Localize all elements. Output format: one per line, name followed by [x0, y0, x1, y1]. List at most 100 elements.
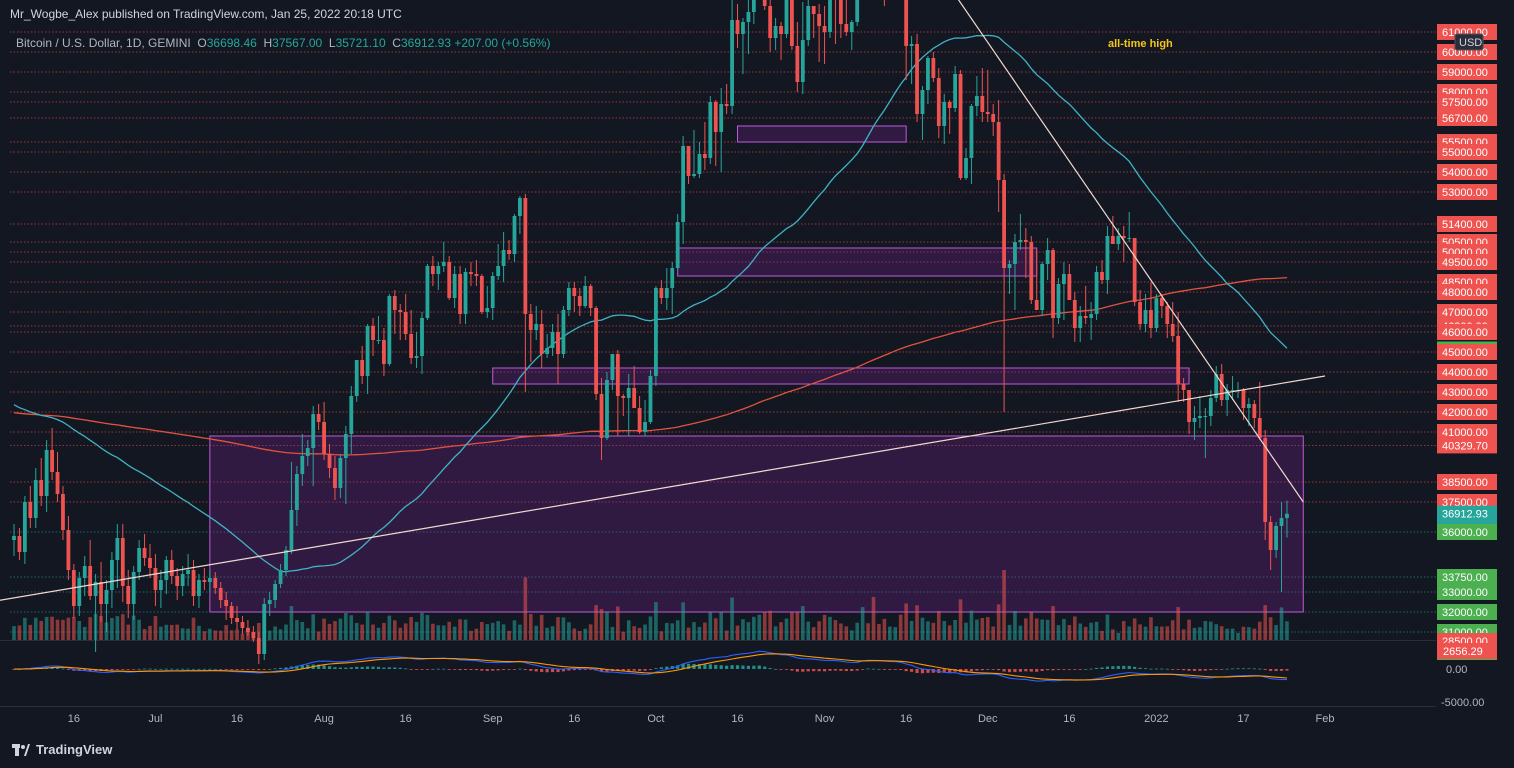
candle-body: [811, 6, 816, 14]
macd-histogram-bar: [251, 669, 255, 670]
macd-histogram-bar: [904, 669, 908, 672]
candle-body: [229, 606, 234, 618]
macd-histogram-bar: [975, 669, 979, 671]
macd-histogram-bar: [822, 669, 827, 672]
macd-histogram-bar: [665, 666, 669, 669]
candle: [1127, 212, 1132, 242]
volume-bar: [153, 616, 158, 640]
candle-body: [333, 468, 337, 488]
volume-bar: [447, 621, 451, 640]
tradingview-logo[interactable]: TradingView: [12, 742, 112, 757]
candle: [545, 334, 550, 358]
ath-annotation: all-time high: [1108, 38, 1173, 50]
candle-body: [278, 570, 283, 584]
candle-body: [99, 582, 103, 604]
candle-body: [490, 276, 495, 308]
candle-body: [795, 46, 800, 82]
macd-histogram-bar: [235, 669, 239, 670]
candle-body: [387, 296, 392, 364]
volume-bar: [849, 630, 854, 640]
candle: [1263, 430, 1268, 540]
candle-body: [659, 288, 664, 298]
candle: [88, 540, 93, 600]
volume-bar: [1160, 626, 1164, 640]
macd-histogram-bar: [638, 669, 642, 671]
macd-histogram-bar: [545, 669, 549, 673]
candle-body: [305, 448, 310, 456]
volume-bar: [1236, 632, 1240, 640]
candle: [800, 2, 805, 94]
price-axis-label-bg: [1437, 324, 1497, 340]
candle: [224, 592, 229, 620]
candle-body: [169, 560, 174, 576]
volume-bar: [1138, 624, 1142, 640]
candle-body: [409, 334, 414, 358]
volume-bar: [795, 612, 800, 640]
candle-body: [1007, 264, 1012, 268]
volume-bar: [1252, 628, 1257, 640]
volume-bar: [1045, 619, 1050, 640]
candle-body: [1056, 284, 1061, 318]
candle-body: [501, 250, 506, 266]
macd-histogram-bar: [942, 669, 946, 673]
volume-bar: [512, 620, 517, 640]
price-axis-label: 40329.70: [1437, 437, 1497, 454]
candle-body: [806, 6, 811, 40]
candle: [985, 70, 990, 122]
candle: [207, 570, 212, 592]
candle-body: [28, 502, 33, 518]
candle: [409, 310, 414, 364]
candle-body: [1279, 518, 1284, 526]
candle: [469, 262, 473, 286]
candle-body: [697, 154, 702, 174]
price-axis-label-bg: [1437, 437, 1497, 454]
candle-body: [235, 618, 239, 622]
macd-histogram-bar: [50, 667, 54, 669]
candle: [583, 276, 588, 308]
macd-histogram-bar: [850, 669, 854, 672]
candle: [1040, 262, 1045, 316]
volume-bar: [964, 622, 968, 640]
volume-bar: [877, 624, 881, 640]
volume-bar: [463, 619, 468, 640]
candles: [12, 0, 1289, 664]
macd-histogram-bar: [371, 666, 375, 669]
volume-bar: [605, 611, 609, 640]
candle-body: [82, 566, 87, 578]
macd-histogram-bar: [137, 668, 141, 670]
candle: [28, 486, 33, 528]
candle: [1067, 264, 1072, 300]
candle-body: [496, 266, 501, 276]
candle-body: [50, 450, 54, 472]
candle-body: [779, 26, 783, 34]
volume-bar: [594, 605, 598, 640]
volume-bar: [393, 620, 397, 640]
price-axis-label-text: 48000.00: [1442, 287, 1488, 299]
candle: [615, 350, 620, 436]
macd-histogram-bar: [550, 669, 555, 673]
price-axis-label-text: 51400.00: [1442, 219, 1488, 231]
candle-body: [148, 558, 152, 568]
macd-histogram-bar: [790, 669, 794, 671]
candle: [44, 440, 49, 512]
symbol-name[interactable]: Bitcoin / U.S. Dollar, 1D, GEMINI: [16, 36, 191, 50]
volume-bar: [659, 631, 664, 640]
candle-body: [474, 274, 479, 276]
macd-histogram-bar: [1220, 669, 1224, 670]
macd-histogram-bar: [240, 669, 245, 670]
candle: [322, 402, 326, 460]
candle-body: [708, 102, 713, 158]
candle: [953, 66, 958, 112]
volume-bar: [1007, 624, 1012, 640]
candle-body: [66, 530, 71, 570]
candle-body: [1181, 384, 1186, 390]
macd-value-label: 2656.29: [1443, 646, 1483, 658]
candle-body: [420, 318, 424, 356]
candle-body: [327, 454, 332, 468]
candle-body: [1078, 316, 1083, 328]
volume-bar: [741, 619, 745, 640]
volume-bar: [295, 620, 299, 640]
candle: [1013, 234, 1017, 310]
candle: [822, 6, 827, 64]
